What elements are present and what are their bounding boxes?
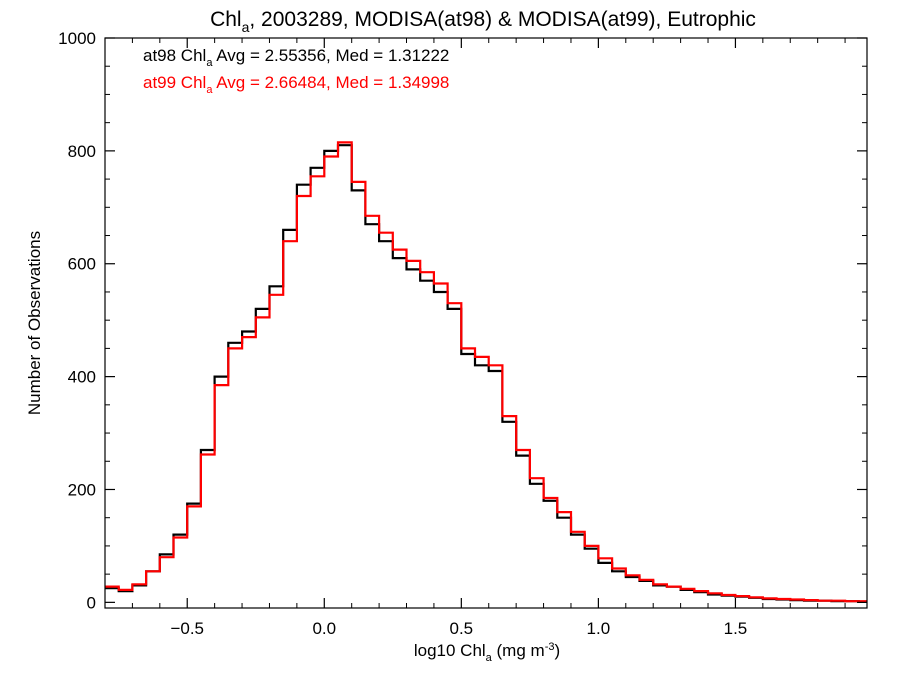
y-tick-label: 200 bbox=[68, 480, 96, 499]
histogram-series-1 bbox=[105, 144, 867, 603]
x-axis: −0.5 0.0 0.5 1.0 1.5 bbox=[104, 38, 846, 638]
plot-frame bbox=[104, 37, 868, 609]
stats-annotation: at98 Chla Avg = 2.55356, Med = 1.31222 bbox=[143, 46, 449, 69]
stats-prefix: at99 Chl bbox=[143, 73, 206, 92]
x-axis-label-superscript: -3 bbox=[545, 641, 555, 653]
y-axis: 0 200 400 600 800 1000 bbox=[58, 29, 867, 612]
annotation-group: at98 Chla Avg = 2.55356, Med = 1.31222at… bbox=[143, 46, 449, 96]
stats-annotation: at99 Chla Avg = 2.66484, Med = 1.34998 bbox=[143, 73, 449, 96]
stats-subscript: a bbox=[206, 57, 213, 69]
x-axis-label-end: ) bbox=[554, 641, 560, 660]
x-axis-label-subscript: a bbox=[486, 652, 493, 664]
x-tick-label: 0.0 bbox=[312, 619, 336, 638]
chart-title-subscript: a bbox=[242, 19, 250, 35]
y-tick-label: 1000 bbox=[58, 29, 96, 48]
x-tick-label: 1.0 bbox=[587, 619, 611, 638]
x-axis-label: log10 Chla (mg m-3) bbox=[414, 641, 560, 664]
stats-subscript: a bbox=[206, 84, 213, 96]
series-layer bbox=[105, 141, 867, 603]
chart-title-suffix: , 2003289, MODISA(at98) & MODISA(at99), … bbox=[249, 8, 756, 31]
x-tick-label: 0.5 bbox=[450, 619, 474, 638]
y-tick-label: 0 bbox=[87, 593, 96, 612]
chart-title: Chla, 2003289, MODISA(at98) & MODISA(at9… bbox=[210, 8, 756, 35]
histogram-series-2 bbox=[105, 141, 867, 603]
x-axis-label-prefix: log10 Chl bbox=[414, 641, 486, 660]
x-tick-label: 1.5 bbox=[724, 619, 748, 638]
chart-title-prefix: Chl bbox=[210, 8, 242, 31]
y-axis-label: Number of Observations bbox=[25, 231, 44, 415]
x-axis-label-middle: (mg m bbox=[492, 641, 545, 660]
stats-prefix: at98 Chl bbox=[143, 46, 206, 65]
y-tick-label: 600 bbox=[68, 255, 96, 274]
x-tick-label: −0.5 bbox=[170, 619, 204, 638]
y-tick-label: 400 bbox=[68, 368, 96, 387]
stats-values: Avg = 2.66484, Med = 1.34998 bbox=[212, 73, 449, 92]
stats-values: Avg = 2.55356, Med = 1.31222 bbox=[212, 46, 449, 65]
y-tick-label: 800 bbox=[68, 142, 96, 161]
